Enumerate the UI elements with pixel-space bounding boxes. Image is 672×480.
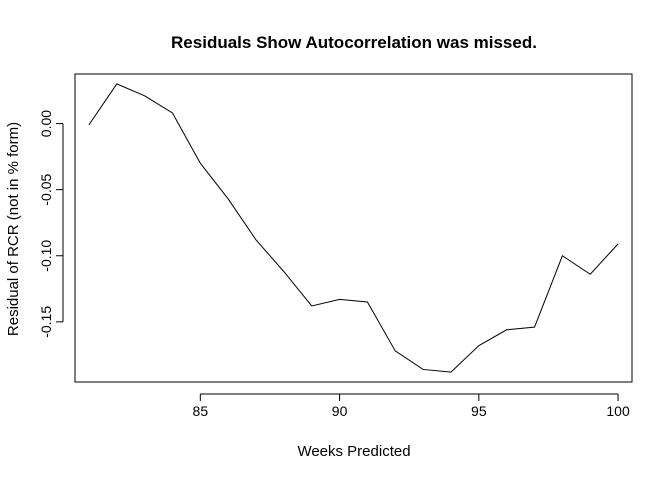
y-tick-label: -0.05 (38, 174, 54, 206)
y-tick-label: -0.10 (38, 240, 54, 272)
x-tick-label: 90 (332, 403, 348, 419)
y-axis: 0.00 -0.05 -0.10 -0.15 (38, 110, 64, 338)
y-axis-label: Residual of RCR (not in % form) (5, 122, 22, 336)
series-layer (88, 83, 619, 373)
y-tick-label: -0.15 (38, 306, 54, 338)
x-tick-label: 85 (193, 403, 209, 419)
y-tick-label: 0.00 (38, 110, 54, 137)
x-tick-label: 95 (471, 403, 487, 419)
x-axis-label: Weeks Predicted (297, 443, 410, 460)
plot-frame (74, 73, 633, 383)
x-tick-label: 100 (606, 403, 630, 419)
chart-title: Residuals Show Autocorrelation was misse… (171, 33, 537, 52)
x-axis: 85 90 95 100 (193, 393, 630, 419)
residual-series-line (88, 83, 619, 373)
